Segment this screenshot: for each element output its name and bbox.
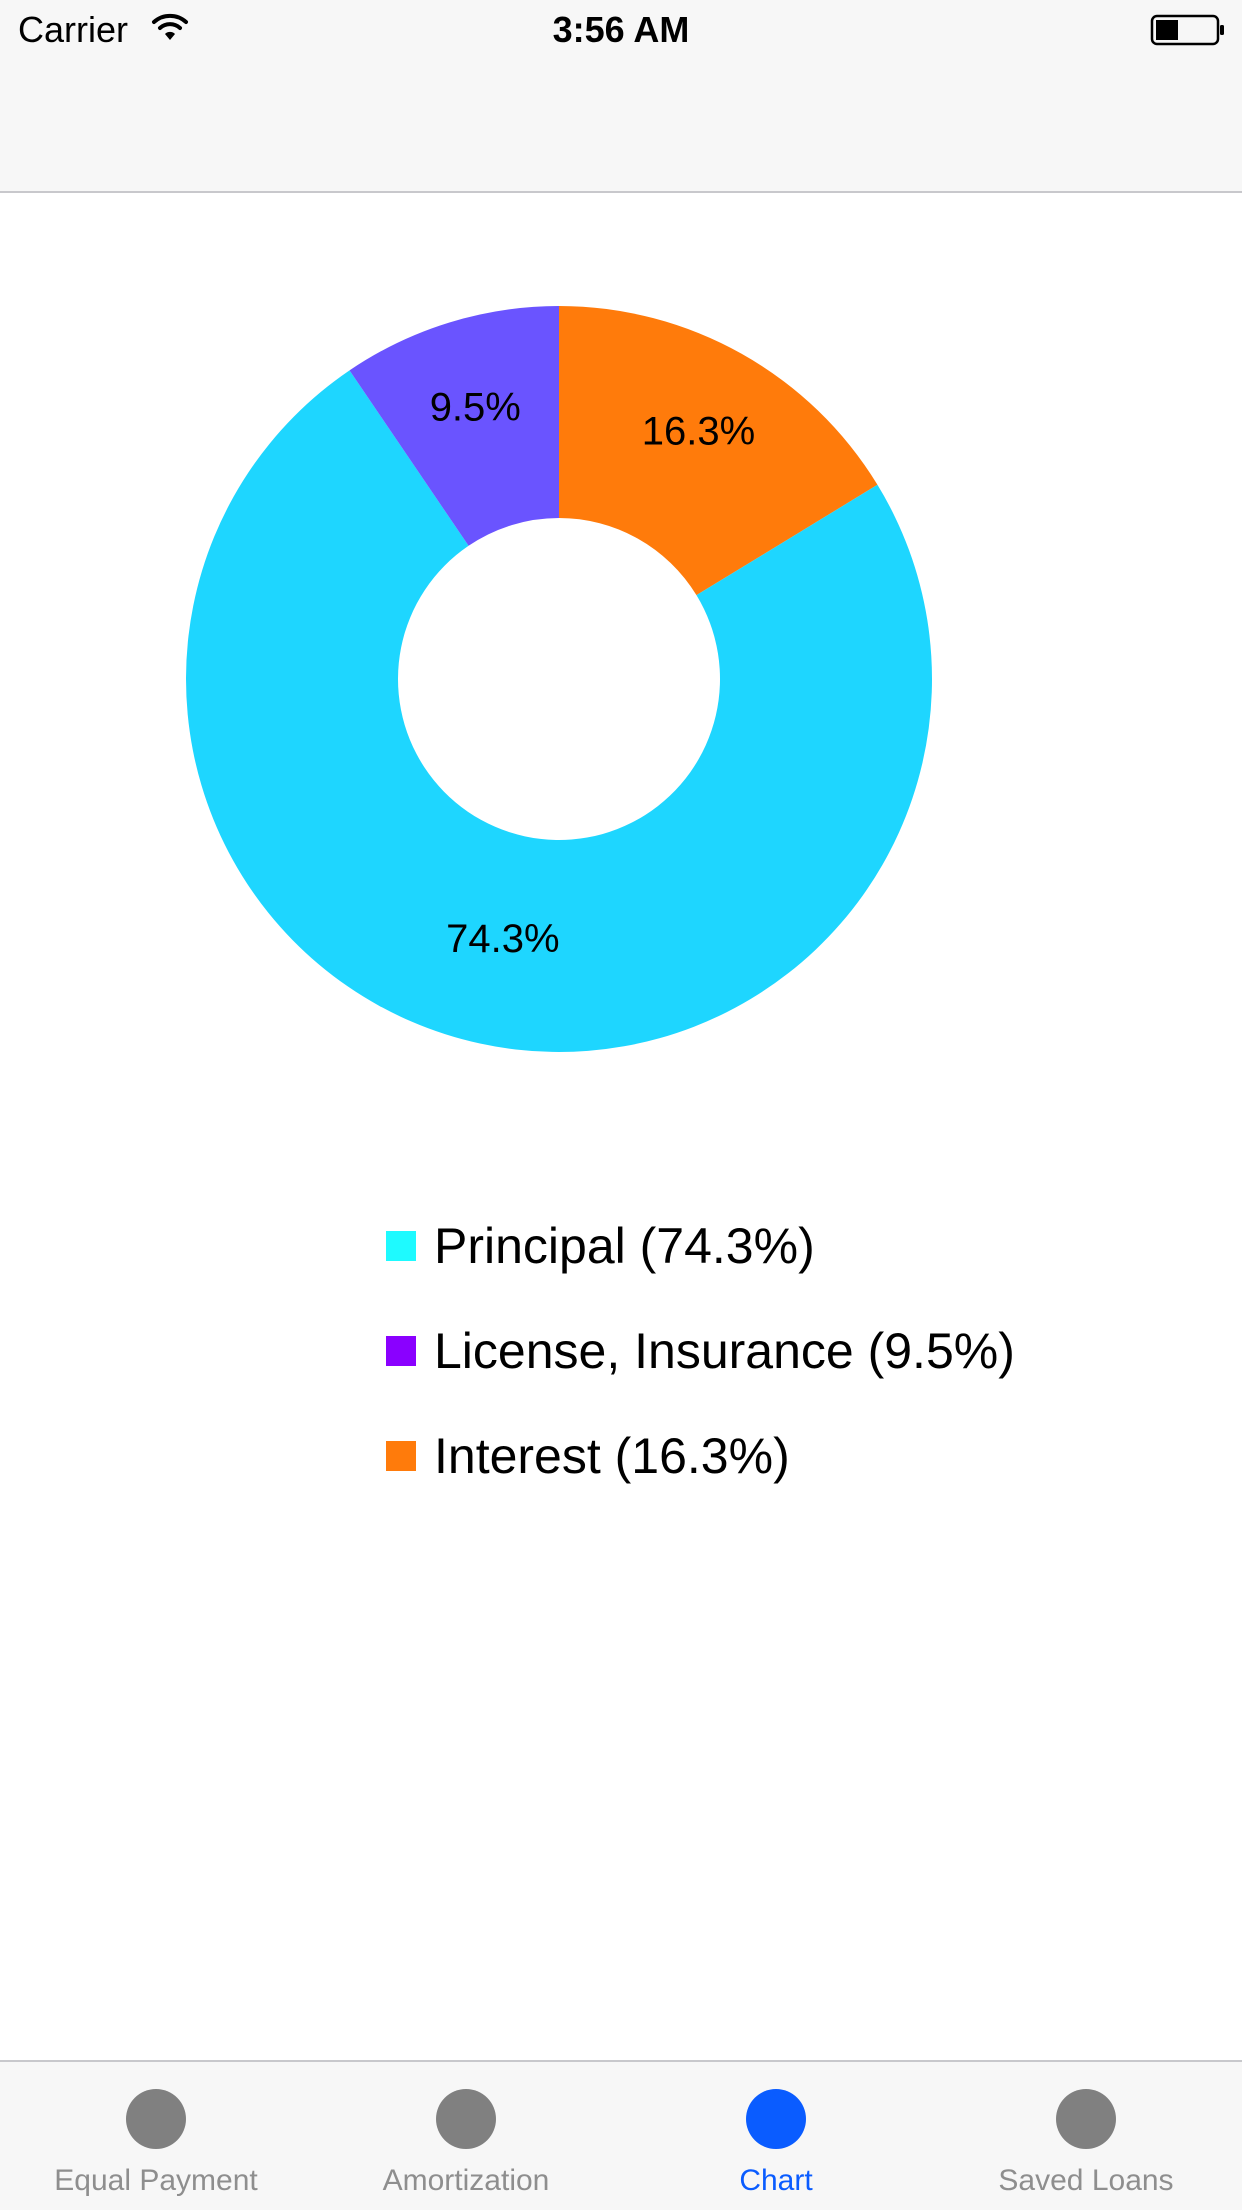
tab-equal-payment[interactable]: Equal Payment: [1, 2062, 311, 2210]
navigation-bar: [0, 60, 1242, 193]
tab-label: Chart: [739, 2164, 813, 2197]
slice-value-label: 9.5%: [430, 386, 521, 430]
tab-label: Saved Loans: [998, 2164, 1174, 2197]
legend-label: Principal (74.3%): [434, 1217, 815, 1274]
circle-icon: [126, 2089, 186, 2149]
slice-value-label: 16.3%: [642, 409, 755, 453]
tab-label: Equal Payment: [54, 2164, 258, 2197]
legend-label: License, Insurance (9.5%): [434, 1322, 1015, 1379]
legend-swatch: [386, 1230, 416, 1261]
legend-item: Principal (74.3%): [386, 1193, 1015, 1298]
donut-slice-license[interactable]: [349, 306, 559, 546]
battery-icon: [1150, 14, 1226, 51]
circle-icon: [746, 2089, 806, 2149]
wifi-icon: [150, 12, 190, 47]
donut-slice-principal[interactable]: [186, 370, 932, 1052]
tab-chart[interactable]: Chart: [621, 2062, 931, 2210]
legend-swatch: [386, 1440, 416, 1471]
tab-label: Amortization: [382, 2164, 550, 2197]
legend-item: Interest (16.3%): [386, 1403, 1015, 1508]
legend-label: Interest (16.3%): [434, 1427, 790, 1484]
tab-saved-loans[interactable]: Saved Loans: [931, 2062, 1241, 2210]
donut-slice-interest[interactable]: [559, 306, 878, 596]
donut-chart: 16.3% 74.3% 9.5%: [186, 306, 932, 1052]
carrier-label: Carrier: [18, 9, 129, 50]
status-bar: Carrier 3:56 AM: [0, 0, 1242, 60]
chart-area: 16.3% 74.3% 9.5% Principal (74.3%) License,…: [0, 193, 1242, 2058]
status-time: 3:56 AM: [552, 9, 690, 50]
legend-item: License, Insurance (9.5%): [386, 1298, 1015, 1403]
tab-bar: Equal Payment Amortization Chart Saved Loan…: [0, 2060, 1242, 2210]
tab-amortization[interactable]: Amortization: [311, 2062, 621, 2210]
legend-swatch: [386, 1335, 416, 1366]
slice-value-label: 74.3%: [446, 917, 559, 961]
circle-icon: [436, 2089, 496, 2149]
circle-icon: [1056, 2089, 1116, 2149]
chart-legend: Principal (74.3%) License, Insurance (9.5…: [386, 1193, 1015, 1508]
